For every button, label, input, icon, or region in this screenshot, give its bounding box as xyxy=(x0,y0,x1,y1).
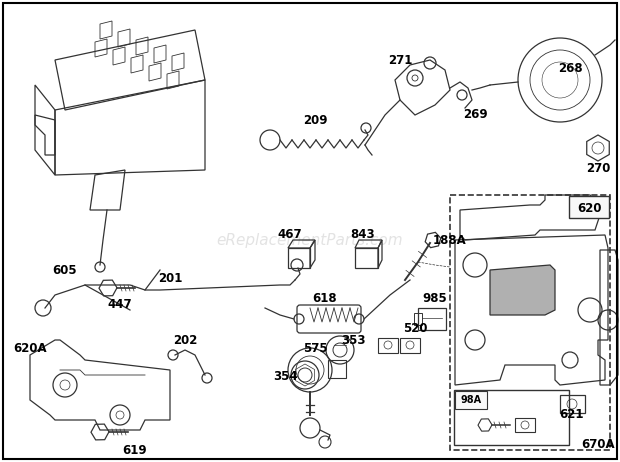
Text: 268: 268 xyxy=(557,61,582,74)
Text: 202: 202 xyxy=(173,334,197,346)
Bar xyxy=(414,313,422,325)
Text: 467: 467 xyxy=(278,229,303,242)
Bar xyxy=(400,338,420,353)
Text: 605: 605 xyxy=(53,263,78,276)
Text: 620: 620 xyxy=(577,201,601,214)
Text: 201: 201 xyxy=(158,272,182,285)
Text: 353: 353 xyxy=(341,334,365,346)
Text: 447: 447 xyxy=(108,298,132,311)
Text: 271: 271 xyxy=(388,54,412,67)
Text: 619: 619 xyxy=(123,444,148,456)
Text: eReplacementParts.com: eReplacementParts.com xyxy=(216,232,404,248)
Bar xyxy=(328,360,346,378)
Text: 98A: 98A xyxy=(461,395,482,405)
Text: 618: 618 xyxy=(312,292,337,304)
Bar xyxy=(454,390,569,445)
Text: 575: 575 xyxy=(303,341,327,354)
Text: 188A: 188A xyxy=(433,233,467,247)
Text: 670A: 670A xyxy=(581,438,615,451)
Text: 620A: 620A xyxy=(13,341,47,354)
FancyBboxPatch shape xyxy=(455,391,487,409)
Text: 270: 270 xyxy=(586,162,610,175)
Text: 843: 843 xyxy=(351,227,375,241)
Polygon shape xyxy=(490,265,555,315)
Text: 209: 209 xyxy=(303,114,327,127)
Bar xyxy=(378,338,398,353)
Text: 354: 354 xyxy=(273,370,298,383)
Bar xyxy=(515,418,535,432)
Text: 269: 269 xyxy=(463,109,487,122)
FancyBboxPatch shape xyxy=(569,196,609,218)
Text: 520: 520 xyxy=(403,322,427,334)
Bar xyxy=(450,195,610,450)
Bar xyxy=(560,395,585,413)
Text: 621: 621 xyxy=(560,408,584,421)
Bar xyxy=(418,308,446,330)
Text: 985: 985 xyxy=(423,292,448,304)
